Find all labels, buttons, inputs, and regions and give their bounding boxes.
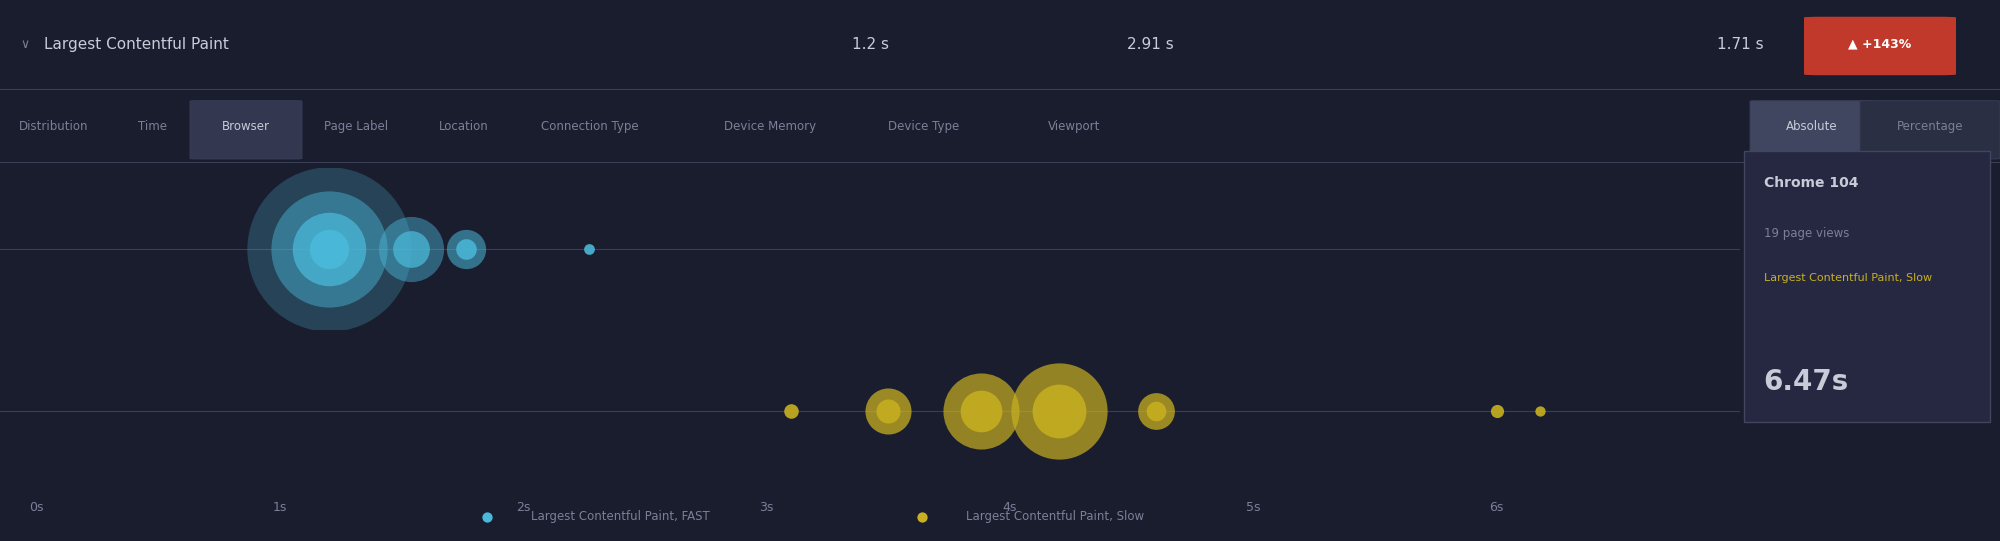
Text: Location: Location <box>440 120 488 133</box>
Text: Time: Time <box>138 120 166 133</box>
Text: ▲ +143%: ▲ +143% <box>1848 38 1912 51</box>
FancyBboxPatch shape <box>1744 151 1990 422</box>
Text: Largest Contentful Paint, FAST: Largest Contentful Paint, FAST <box>530 510 710 523</box>
Point <box>1042 407 1074 415</box>
Text: Page Label: Page Label <box>324 120 388 133</box>
Text: 1.2 s: 1.2 s <box>852 37 888 51</box>
Point <box>574 245 606 253</box>
Text: Absolute: Absolute <box>1786 120 1838 133</box>
Text: Largest Contentful Paint, Slow: Largest Contentful Paint, Slow <box>966 510 1144 523</box>
Text: Browser: Browser <box>222 120 270 133</box>
Point <box>964 407 996 415</box>
Point <box>450 245 482 253</box>
Text: Distribution: Distribution <box>20 120 88 133</box>
Text: 2.91 s: 2.91 s <box>1126 37 1174 51</box>
Point <box>312 245 344 253</box>
Point <box>312 245 344 253</box>
Text: 1.71 s: 1.71 s <box>1716 37 1764 51</box>
FancyBboxPatch shape <box>1860 101 2000 159</box>
Point <box>1140 407 1172 415</box>
Point <box>1524 407 1556 415</box>
Text: Device Memory: Device Memory <box>724 120 816 133</box>
Point <box>774 407 806 415</box>
Point <box>396 245 428 253</box>
FancyBboxPatch shape <box>1804 17 1956 75</box>
Point <box>1042 407 1074 415</box>
Point <box>872 407 904 415</box>
Text: Largest Contentful Paint, Slow: Largest Contentful Paint, Slow <box>1764 273 1932 283</box>
Text: Percentage: Percentage <box>1896 120 1964 133</box>
Text: Device Type: Device Type <box>888 120 960 133</box>
Point <box>906 512 938 521</box>
Point <box>1140 407 1172 415</box>
Text: 19 page views: 19 page views <box>1764 227 1850 240</box>
Point <box>312 245 344 253</box>
Point <box>872 407 904 415</box>
Text: Chrome 104: Chrome 104 <box>1764 176 1858 190</box>
Point <box>472 512 504 521</box>
FancyBboxPatch shape <box>1750 101 1874 159</box>
Point <box>312 245 344 253</box>
Point <box>964 407 996 415</box>
Text: Largest Contentful Paint: Largest Contentful Paint <box>44 37 228 51</box>
FancyBboxPatch shape <box>190 101 302 159</box>
Text: Connection Type: Connection Type <box>542 120 638 133</box>
Point <box>1480 407 1512 415</box>
Point <box>396 245 428 253</box>
Point <box>450 245 482 253</box>
Text: ∨: ∨ <box>20 38 30 51</box>
Text: 6.47s: 6.47s <box>1764 368 1848 396</box>
Text: Viewport: Viewport <box>1048 120 1100 133</box>
